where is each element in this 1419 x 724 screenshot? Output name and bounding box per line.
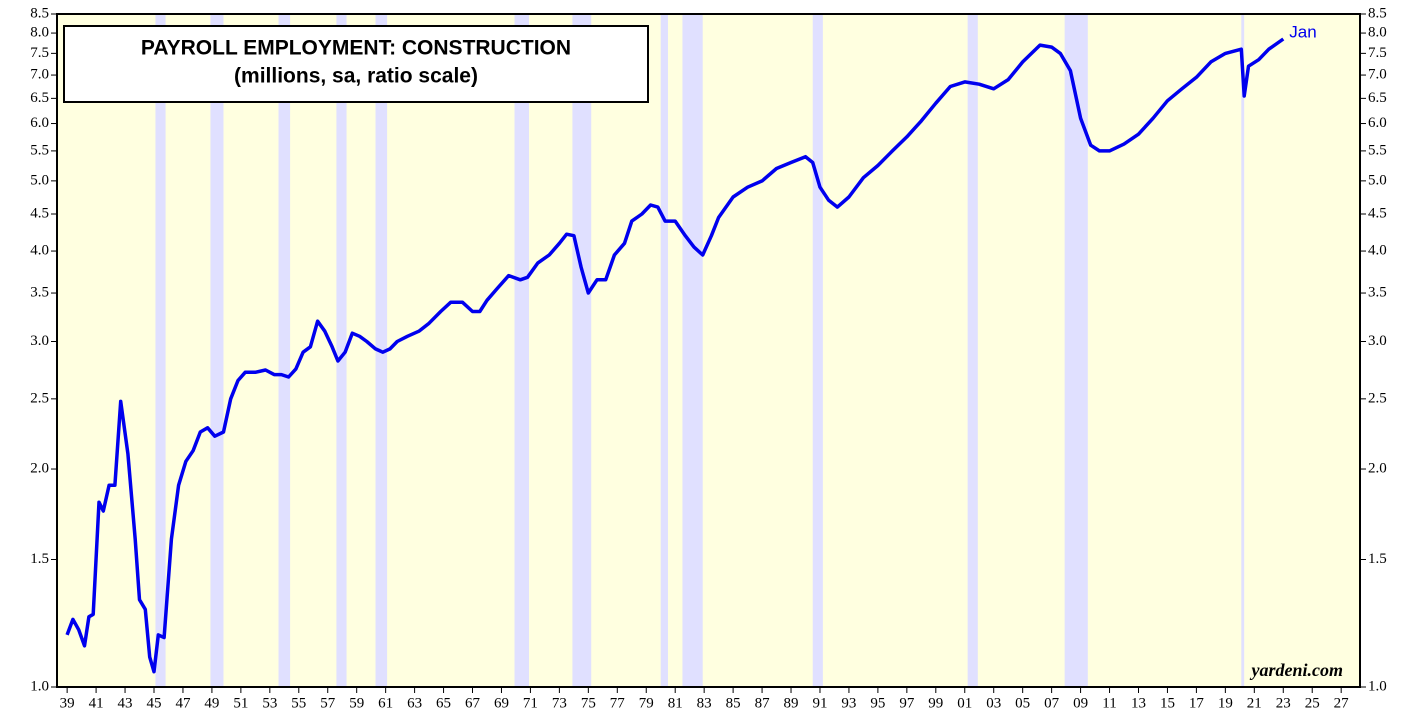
x-tick-label: 73 [552,695,567,711]
x-tick-label: 03 [986,695,1001,711]
x-tick-label: 95 [870,695,885,711]
plot-border [56,13,1361,688]
x-tick-label: 87 [755,695,771,711]
y-tick-label: 7.5 [1368,45,1387,61]
y-tick-label: 6.5 [30,90,49,106]
x-tick-label: 39 [60,695,75,711]
y-tick-label: 3.5 [1368,284,1387,300]
y-tick-label: 1.5 [30,551,49,567]
y-tick-label: 6.0 [30,115,49,131]
y-tick-label: 4.0 [1368,242,1387,258]
recession-band [1064,14,1088,687]
x-tick-label: 21 [1247,695,1262,711]
x-tick-label: 01 [957,695,972,711]
recession-band [336,14,347,687]
x-tick-label: 23 [1276,695,1291,711]
recession-band [514,14,529,687]
x-tick-label: 47 [175,695,191,711]
recession-band [812,14,823,687]
x-tick-label: 59 [349,695,364,711]
x-tick-label: 89 [784,695,799,711]
x-tick-label: 75 [581,695,596,711]
y-tick-label: 1.5 [1368,551,1387,567]
x-tick-label: 13 [1131,695,1146,711]
x-tick-label: 79 [639,695,654,711]
recession-band [155,14,166,687]
x-tick-label: 77 [610,695,626,711]
x-tick-label: 91 [812,695,827,711]
x-tick-label: 71 [523,695,538,711]
x-tick-label: 15 [1160,695,1175,711]
x-tick-label: 07 [1044,695,1060,711]
y-tick-label: 6.5 [1368,90,1387,106]
x-tick-label: 49 [204,695,219,711]
y-tick-label: 6.0 [1368,115,1387,131]
x-tick-label: 55 [291,695,306,711]
x-tick-label: 69 [494,695,509,711]
x-tick-label: 83 [697,695,712,711]
chart-title: PAYROLL EMPLOYMENT: CONSTRUCTION [141,37,571,60]
x-tick-label: 41 [89,695,104,711]
x-tick-label: 19 [1218,695,1233,711]
y-tick-label: 2.0 [30,460,49,476]
y-tick-label: 1.0 [30,678,49,694]
x-tick-label: 09 [1073,695,1088,711]
x-tick-label: 05 [1015,695,1030,711]
y-tick-label: 2.5 [1368,390,1387,406]
x-tick-label: 65 [436,695,451,711]
recession-band [210,14,224,687]
recession-band [967,14,978,687]
y-tick-label: 4.0 [30,242,49,258]
x-tick-label: 85 [726,695,741,711]
x-tick-label: 63 [407,695,422,711]
title-box [63,25,649,103]
x-tick-label: 97 [899,695,915,711]
y-tick-label: 7.0 [1368,66,1387,82]
annotation: Jan [1289,23,1316,42]
plot-background [57,14,1360,687]
recession-band [572,14,592,687]
x-tick-label: 27 [1334,695,1350,711]
x-tick-label: 17 [1189,695,1205,711]
y-tick-label: 8.0 [30,25,49,41]
y-tick-label: 3.5 [30,284,49,300]
x-tick-label: 25 [1305,695,1320,711]
x-tick-label: 51 [233,695,248,711]
chart-subtitle: (millions, sa, ratio scale) [234,65,478,88]
x-tick-label: 57 [320,695,336,711]
x-tick-label: 93 [841,695,856,711]
x-tick-label: 61 [378,695,393,711]
y-tick-label: 2.5 [30,390,49,406]
source: yardeni.com [1250,660,1344,680]
x-tick-label: 81 [668,695,683,711]
y-tick-label: 3.0 [30,333,49,349]
x-tick-label: 11 [1102,695,1116,711]
y-tick-label: 5.0 [30,172,49,188]
x-tick-label: 43 [118,695,133,711]
y-tick-label: 5.0 [1368,172,1387,188]
x-tick-label: 45 [147,695,162,711]
plot: 1.0 1.0 1.5 1.5 2.0 2.0 2.5 2.5 3.0 3.0 3.5 3.5 4.0 4… [30,5,1387,711]
recession-band [278,14,291,687]
y-tick-label: 5.5 [30,142,49,158]
series-line [65,37,1285,674]
y-tick-label: 8.5 [1368,5,1387,21]
y-tick-label: 3.0 [1368,333,1387,349]
y-tick-label: 8.5 [30,5,49,21]
y-tick-label: 4.5 [30,205,49,221]
recession-band [1241,14,1245,687]
y-tick-label: 8.0 [1368,25,1387,41]
x-tick-label: 53 [262,695,277,711]
y-tick-label: 4.5 [1368,205,1387,221]
recession-band [660,14,668,687]
recession-band [682,14,703,687]
x-tick-label: 67 [465,695,481,711]
y-tick-label: 2.0 [1368,460,1387,476]
y-tick-label: 7.5 [30,45,49,61]
y-tick-label: 7.0 [30,66,49,82]
y-tick-label: 5.5 [1368,142,1387,158]
y-tick-label: 1.0 [1368,678,1387,694]
x-tick-label: 99 [928,695,943,711]
